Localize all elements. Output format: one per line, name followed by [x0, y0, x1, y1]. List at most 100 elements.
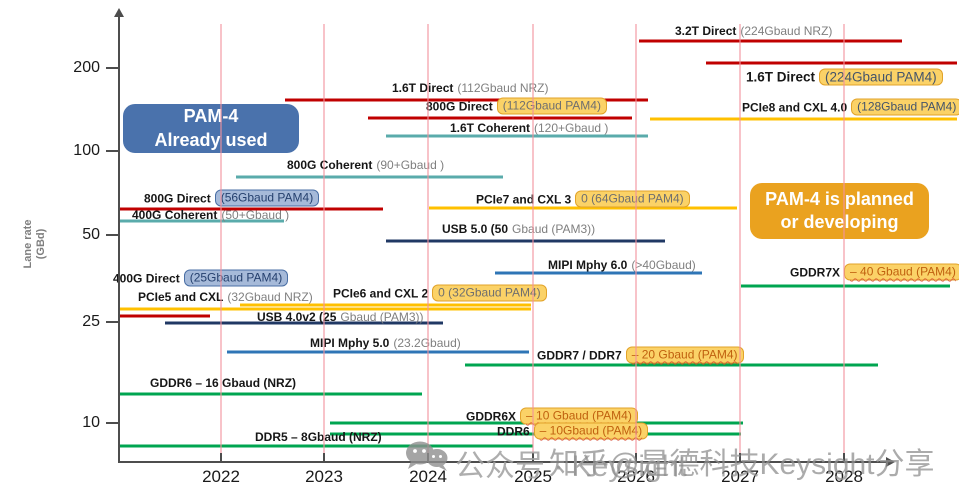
x-tick-label-2024: 2024: [409, 467, 447, 486]
label-name-usb-4-0v2-25-16: USB 4.0v2 (25: [257, 310, 337, 324]
label-name-400g-coherent-9: 400G Coherent: [132, 208, 218, 222]
label-note-pcie7-and-cxl-3-8: 0 (64Gbaud PAM4): [575, 190, 690, 208]
y-tick-100: [106, 150, 119, 152]
y-tick-50: [106, 234, 119, 236]
line-usb-5-0-50-10: [386, 239, 665, 243]
label-usb-4-0v2-25-16: USB 4.0v2 (25 Gbaud (PAM3)): [257, 310, 424, 324]
line-800g-coherent-6: [236, 175, 503, 179]
y-tick-10: [106, 422, 119, 424]
x-tick-label-2022: 2022: [202, 467, 240, 486]
year-gridline-2026: [635, 24, 637, 461]
label-800g-direct-7: 800G Direct (56Gbaud PAM4): [144, 189, 320, 207]
y-tick-label-100: 100: [73, 142, 100, 159]
label-1-6t-direct-1: 1.6T Direct (224Gbaud PAM4): [746, 68, 943, 86]
line-ddr5-8gbaud-nrz-22: [119, 444, 533, 448]
label-name-1-6t-direct-1: 1.6T Direct: [746, 69, 816, 85]
label-note-400g-coherent-9: (50+Gbaud ): [221, 208, 290, 222]
label-note-gddr7-ddr7-18: – 20 Gbaud (PAM4): [625, 346, 744, 364]
y-axis-line: [118, 14, 120, 463]
line-pcie7-and-cxl-3-8: [429, 206, 737, 210]
pam4-planned: PAM-4 is planned or developing: [750, 183, 929, 239]
year-gridline-2028: [843, 24, 845, 461]
label-note-1-6t-coherent-5: (120+Gbaud ): [534, 121, 609, 135]
line-pcie5-and-cxl-15: [119, 307, 531, 311]
x-tick-label-2023: 2023: [305, 467, 343, 486]
line-usb-4-0v2-25-16: [165, 321, 443, 325]
label-name-pcie7-and-cxl-3-8: PCIe7 and CXL 3: [476, 192, 572, 206]
year-gridline-2023: [323, 24, 325, 461]
label-ddr6-21: DDR6– 10Gbaud (PAM4): [497, 422, 649, 440]
line-mipi-mphy-5-0-17: [227, 350, 529, 354]
label-name-pcie8-and-cxl-4-0-4: PCIe8 and CXL 4.0: [742, 100, 848, 114]
pam4-already-used: PAM-4 Already used: [123, 104, 299, 153]
x-tick-2025: [532, 453, 534, 463]
pam4-planned-line-2: or developing: [780, 212, 899, 232]
x-tick-2023: [323, 453, 325, 463]
label-name-1-6t-direct-2: 1.6T Direct: [392, 81, 454, 95]
label-note-pcie6-and-cxl-2-14: 0 (32Gbaud PAM4): [432, 284, 547, 302]
y-tick-25: [106, 321, 119, 323]
line-gddr7x-12: [741, 284, 950, 288]
label-note-ddr6-21: – 10Gbaud (PAM4): [533, 422, 649, 440]
label-gddr7x-12: GDDR7X – 40 Gbaud (PAM4): [790, 263, 959, 281]
label-note-800g-direct-3: (112Gbaud PAM4): [496, 97, 607, 115]
label-name-gddr6x-20: GDDR6X: [466, 409, 517, 423]
line-1-6t-direct-2: [285, 98, 648, 102]
label-note-mipi-mphy-6-0-11: (>40Gbaud): [631, 258, 696, 272]
label-name-gddr7-ddr7-18: GDDR7 / DDR7: [537, 348, 622, 362]
y-tick-label-10: 10: [82, 414, 100, 431]
x-tick-label-2027: 2027: [721, 467, 759, 486]
label-mipi-mphy-6-0-11: MIPI Mphy 6.0 (>40Gbaud): [548, 258, 696, 272]
watermark-zhihu-text: 知乎@是德科技Keysight分享: [549, 448, 935, 481]
line-800g-direct-3: [368, 116, 632, 120]
year-gridline-2027: [739, 24, 741, 461]
label-note-800g-direct-7: (56Gbaud PAM4): [214, 189, 320, 207]
line-800g-direct-7: [119, 207, 383, 211]
watermark-wechat-text: 公众号 · Keysight: [455, 450, 687, 483]
label-400g-direct-13: 400G Direct (25Gbaud PAM4): [113, 269, 289, 287]
y-tick-200: [106, 67, 119, 69]
line-gddr7-ddr7-18: [465, 363, 878, 367]
label-note-usb-5-0-50-10: Gbaud (PAM3)): [512, 222, 596, 236]
label-name-gddr6-16-gbaud-nrz-19: GDDR6 – 16 Gbaud (NRZ): [150, 376, 297, 390]
label-name-pcie6-and-cxl-2-14: PCIe6 and CXL 2: [333, 286, 429, 300]
label-800g-direct-3: 800G Direct (112Gbaud PAM4): [426, 97, 607, 115]
label-gddr7-ddr7-18: GDDR7 / DDR7– 20 Gbaud (PAM4): [537, 346, 744, 364]
label-name-mipi-mphy-6-0-11: MIPI Mphy 6.0: [548, 258, 628, 272]
line-pcie8-and-cxl-4-0-4: [650, 117, 957, 121]
x-tick-label-2028: 2028: [825, 467, 863, 486]
year-gridline-2022: [220, 24, 222, 461]
label-note-1-6t-direct-1: (224Gbaud PAM4): [819, 68, 943, 86]
y-axis-arrow-icon: [114, 8, 124, 17]
label-name-usb-5-0-50-10: USB 5.0 (50: [442, 222, 509, 236]
label-note-3-2t-direct-0: (224Gbaud NRZ): [740, 24, 833, 38]
label-note-usb-4-0v2-25-16: Gbaud (PAM3)): [340, 310, 424, 324]
label-pcie5-and-cxl-15: PCIe5 and CXL (32Gbaud NRZ): [138, 290, 313, 304]
line-1-6t-direct-1: [706, 61, 957, 65]
label-name-3-2t-direct-0: 3.2T Direct: [675, 24, 737, 38]
x-tick-label-2025: 2025: [514, 467, 552, 486]
label-name-1-6t-coherent-5: 1.6T Coherent: [450, 121, 531, 135]
label-3-2t-direct-0: 3.2T Direct (224Gbaud NRZ): [675, 24, 832, 38]
line-400g-direct-13: [119, 314, 210, 318]
label-mipi-mphy-5-0-17: MIPI Mphy 5.0(23.2Gbaud): [310, 336, 461, 350]
label-name-ddr6-21: DDR6: [497, 424, 530, 438]
label-ddr5-8gbaud-nrz-22: DDR5 – 8Gbaud (NRZ): [255, 430, 382, 444]
x-axis-arrow-icon: [886, 457, 895, 467]
label-note-1-6t-direct-2: (112Gbaud NRZ): [457, 81, 549, 95]
y-tick-label-25: 25: [82, 313, 100, 330]
label-name-800g-coherent-6: 800G Coherent: [287, 158, 373, 172]
label-pcie8-and-cxl-4-0-4: PCIe8 and CXL 4.0 (128Gbaud PAM4): [742, 98, 959, 116]
wechat-icon: [404, 440, 450, 477]
x-tick-2026: [635, 453, 637, 463]
label-1-6t-coherent-5: 1.6T Coherent (120+Gbaud ): [450, 121, 608, 135]
label-note-800g-coherent-6: (90+Gbaud ): [376, 158, 445, 172]
line-3-2t-direct-0: [639, 39, 902, 43]
label-400g-coherent-9: 400G Coherent (50+Gbaud ): [132, 208, 289, 222]
line-mipi-mphy-6-0-11: [495, 271, 702, 275]
line-1-6t-coherent-5: [386, 134, 648, 138]
label-800g-coherent-6: 800G Coherent (90+Gbaud ): [287, 158, 444, 172]
pam4-already-used-line-2: Already used: [154, 129, 268, 150]
x-tick-2028: [843, 453, 845, 463]
